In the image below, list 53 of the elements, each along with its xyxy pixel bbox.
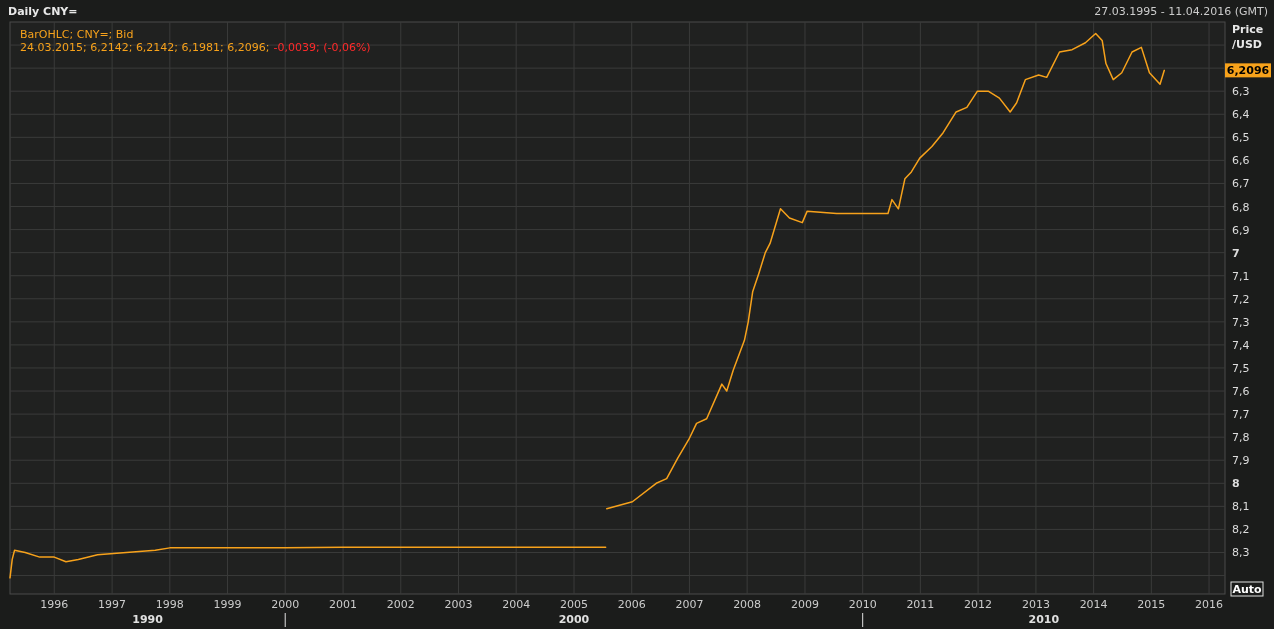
chart-subtitle: 27.03.1995 - 11.04.2016 (GMT) [1094,5,1268,18]
x-tick-label: 2006 [617,598,646,611]
x-tick-label: 2016 [1195,598,1224,611]
y-tick-label: 7,5 [1232,361,1250,375]
y-tick-label: 7,4 [1232,338,1250,352]
y-tick-label: 8,2 [1232,523,1250,537]
y-tick-label: 7,7 [1232,408,1250,422]
y-tick-label: 7,8 [1232,431,1250,445]
y-tick-label: 7,9 [1232,454,1250,468]
y-tick-label: 6,8 [1232,200,1250,214]
x-tick-label: 2010 [848,598,877,611]
y-tick-label: 8,3 [1232,546,1250,560]
y-tick-label: 8,1 [1232,500,1250,514]
y-tick-label: 6,3 [1232,85,1250,99]
x-tick-label: 2011 [906,598,935,611]
y-tick-label: 6,4 [1232,108,1250,122]
x-tick-label: 2008 [733,598,762,611]
x-tick-label: 1998 [155,598,184,611]
chart-title: Daily CNY= [8,5,78,18]
annotation: 24.03.2015; 6,2142; 6,2142; 6,1981; 6,2096; [20,41,270,54]
x-tick-label: 2009 [790,598,819,611]
y-tick-label: 6,9 [1232,223,1250,237]
x-tick-label: 1996 [40,598,69,611]
y-tick-label: 7 [1232,246,1240,260]
y-tick-label: 7,3 [1232,315,1250,329]
x-tick-label: 2014 [1079,598,1108,611]
text: 2000 [558,613,590,626]
y-tick-label: 6,7 [1232,177,1250,191]
x-tick-label: 2015 [1137,598,1166,611]
x-tick-label: 2005 [560,598,589,611]
y-tick-label: 6,6 [1232,154,1250,168]
text: 2010 [1028,613,1060,626]
x-tick-label: 2003 [444,598,473,611]
text: 6,2096 [1226,64,1270,78]
x-tick-label: 2001 [329,598,358,611]
y-tick-label: 7,2 [1232,292,1250,306]
annotation: BarOHLC; CNY=; Bid [20,28,134,41]
x-tick-label: 2002 [386,598,415,611]
x-tick-label: 2000 [271,598,300,611]
y-tick-label: 7,6 [1232,385,1250,399]
text: 1990 [132,613,164,626]
y-tick-label: 8 [1232,477,1240,491]
y-tick-label: 6,5 [1232,131,1250,145]
x-tick-label: 1997 [98,598,127,611]
annotation: -0,0039; (-0,06%) [273,41,371,54]
x-tick-label: 2007 [675,598,704,611]
x-tick-label: 2013 [1021,598,1050,611]
y-axis-title: Price /USD [1232,23,1264,51]
y-tick-label: 7,1 [1232,269,1250,283]
x-tick-label: 2012 [964,598,993,611]
x-tick-label: 1999 [213,598,242,611]
text: Auto [1232,583,1263,596]
x-tick-label: 2004 [502,598,531,611]
